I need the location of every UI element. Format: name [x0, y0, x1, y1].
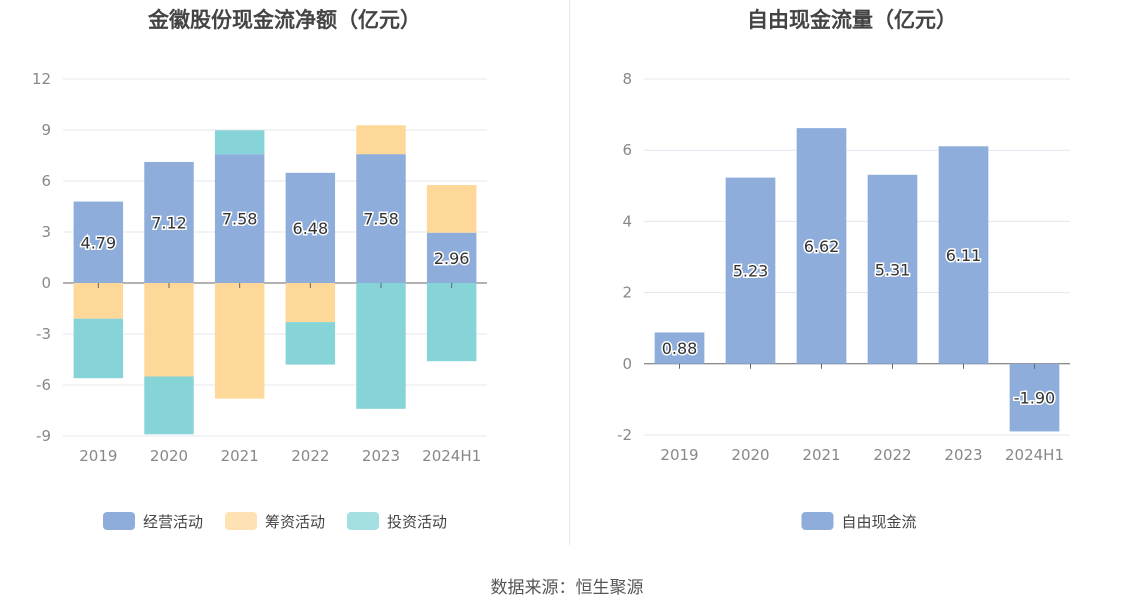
data-source-note: 数据来源：恒生聚源	[490, 578, 644, 598]
bar-3-2	[144, 376, 194, 435]
free-cash-flow-chart-panel: 自由现金流量（亿元） 8 6 4 2 0 -2 0.88 2019 5.23 2020 6.62 20…	[570, 0, 1134, 545]
data-label: 7.58	[222, 210, 258, 229]
x-tick-label: 2019	[660, 446, 698, 464]
bar-1-1	[73, 201, 124, 283]
legend-swatch-1	[103, 512, 135, 530]
y-tick-label: -3	[36, 325, 51, 343]
bar-1-2	[144, 161, 194, 283]
bar-3-4	[285, 322, 336, 365]
x-tick-label: 2021	[802, 446, 840, 464]
bar-3-3	[214, 130, 265, 155]
legend-swatch-2	[225, 512, 257, 530]
panel-divider	[569, 0, 570, 545]
y-tick-label: 2	[622, 284, 632, 302]
bar-2-1	[73, 283, 124, 319]
bar-1-1	[654, 332, 705, 364]
right-chart-title: 自由现金流量（亿元）	[747, 8, 957, 32]
bar-2-6	[426, 185, 477, 233]
bar-1-4	[867, 174, 918, 364]
x-tick-label: 2020	[150, 447, 188, 465]
x-tick-label: 2021	[221, 447, 259, 465]
bar-1-6	[1009, 363, 1060, 432]
data-label: 4.79	[81, 233, 117, 252]
y-tick-label: 4	[622, 212, 632, 230]
bar-1-4	[285, 172, 336, 283]
bar-2-5	[356, 125, 406, 155]
y-tick-label: 6	[622, 141, 632, 159]
data-label: 5.31	[875, 260, 911, 279]
left-chart-svg: 12 9 6 3 0 -3 -6 -9 4.79 2019 7.12 2020 7.58 2021 6.48…	[32, 70, 487, 531]
bar-1-2	[725, 177, 776, 364]
bar-1-5	[938, 146, 989, 364]
x-tick-label: 2022	[291, 447, 329, 465]
x-tick-label: 2020	[731, 446, 769, 464]
cash-flow-chart-panel: 金徽股份现金流净额（亿元） 12 9 6 3 0 -3 -6 -9 4.79 2019 7.12 20…	[0, 0, 569, 545]
x-tick-label: 2024H1	[1005, 446, 1064, 464]
left-chart-title: 金徽股份现金流净额（亿元）	[148, 8, 421, 32]
data-label: 2.96	[434, 249, 470, 268]
y-tick-label: 9	[41, 121, 51, 139]
bar-1-3	[796, 128, 847, 364]
data-label: 6.48	[293, 219, 329, 238]
bar-2-3	[214, 283, 265, 399]
y-tick-label: -2	[617, 426, 632, 444]
y-tick-label: 6	[41, 172, 51, 190]
x-tick-label: 2023	[362, 447, 400, 465]
right-chart-svg: 8 6 4 2 0 -2 0.88 2019 5.23 2020 6.62 2021 5.31 2022 6…	[617, 70, 1070, 531]
data-label: -1.90	[1014, 389, 1055, 408]
x-tick-label: 2019	[79, 447, 117, 465]
bar-1-6	[426, 232, 477, 283]
bar-3-5	[356, 283, 406, 409]
data-label: 7.12	[151, 213, 187, 232]
legend-swatch-3	[347, 512, 379, 530]
legend-label-1: 自由现金流	[842, 513, 917, 531]
data-label: 7.58	[363, 210, 399, 229]
y-tick-label: -9	[36, 427, 51, 445]
x-tick-label: 2023	[944, 446, 982, 464]
legend-label-1: 经营活动	[143, 513, 203, 531]
bar-2-2	[144, 283, 194, 377]
data-label: 6.11	[946, 246, 982, 265]
bar-3-6	[426, 283, 477, 362]
legend-swatch-1	[801, 512, 834, 530]
bar-3-1	[73, 318, 124, 379]
y-tick-label: 0	[622, 355, 632, 373]
y-tick-label: 12	[32, 70, 51, 88]
legend-label-2: 筹资活动	[265, 513, 325, 531]
bar-2-4	[285, 283, 336, 323]
data-label: 0.88	[662, 339, 698, 358]
y-tick-label: 0	[41, 274, 51, 292]
y-tick-label: 3	[41, 223, 51, 241]
data-label: 6.62	[804, 237, 840, 256]
bar-1-3	[214, 154, 265, 283]
y-tick-label: 8	[622, 70, 632, 88]
bar-1-5	[356, 154, 406, 283]
legend-label-3: 投资活动	[387, 513, 447, 531]
y-tick-label: -6	[36, 376, 51, 394]
data-label: 5.23	[733, 262, 769, 281]
x-tick-label: 2024H1	[422, 447, 481, 465]
x-tick-label: 2022	[873, 446, 911, 464]
